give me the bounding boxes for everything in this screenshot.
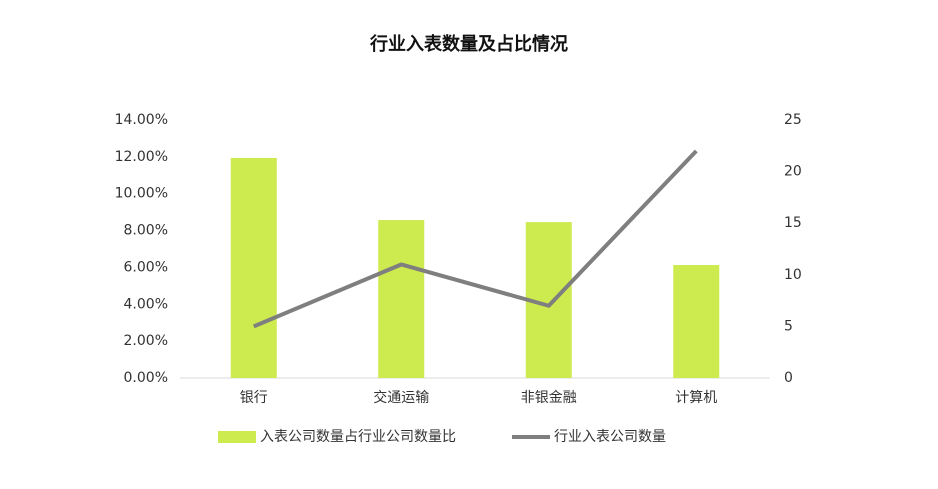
- y2-tick-label: 10: [784, 267, 802, 283]
- y-tick-label: 8.00%: [124, 223, 168, 239]
- line: [252, 149, 698, 329]
- y2-tick-label: 5: [784, 318, 793, 334]
- bar: [230, 157, 277, 378]
- y-tick-label: 2.00%: [124, 333, 168, 349]
- bar: [378, 220, 425, 378]
- x-tick-label: 银行: [240, 390, 268, 406]
- chart-title: 行业入表数量及占比情况: [369, 33, 568, 55]
- y2-tick-label: 0: [784, 370, 793, 386]
- y2-tick-label: 15: [784, 215, 802, 231]
- x-tick-label: 非银金融: [521, 390, 577, 406]
- legend-label: 行业入表公司数量: [554, 429, 666, 445]
- y2-tick-label: 25: [784, 112, 802, 128]
- x-tick-label: 交通运输: [373, 389, 429, 406]
- legend-label: 入表公司数量占行业公司数量比: [260, 429, 456, 445]
- y-tick-label: 0.00%: [124, 370, 168, 386]
- y-tick-label: 12.00%: [115, 149, 168, 165]
- x-tick-label: 计算机: [675, 390, 717, 406]
- y-tick-label: 10.00%: [115, 186, 168, 202]
- y-tick-label: 4.00%: [124, 296, 168, 312]
- y-tick-label: 14.00%: [115, 112, 168, 128]
- legend-swatch: [218, 431, 256, 443]
- bar: [673, 265, 720, 378]
- y-tick-label: 6.00%: [124, 259, 168, 275]
- y2-tick-label: 20: [784, 164, 802, 180]
